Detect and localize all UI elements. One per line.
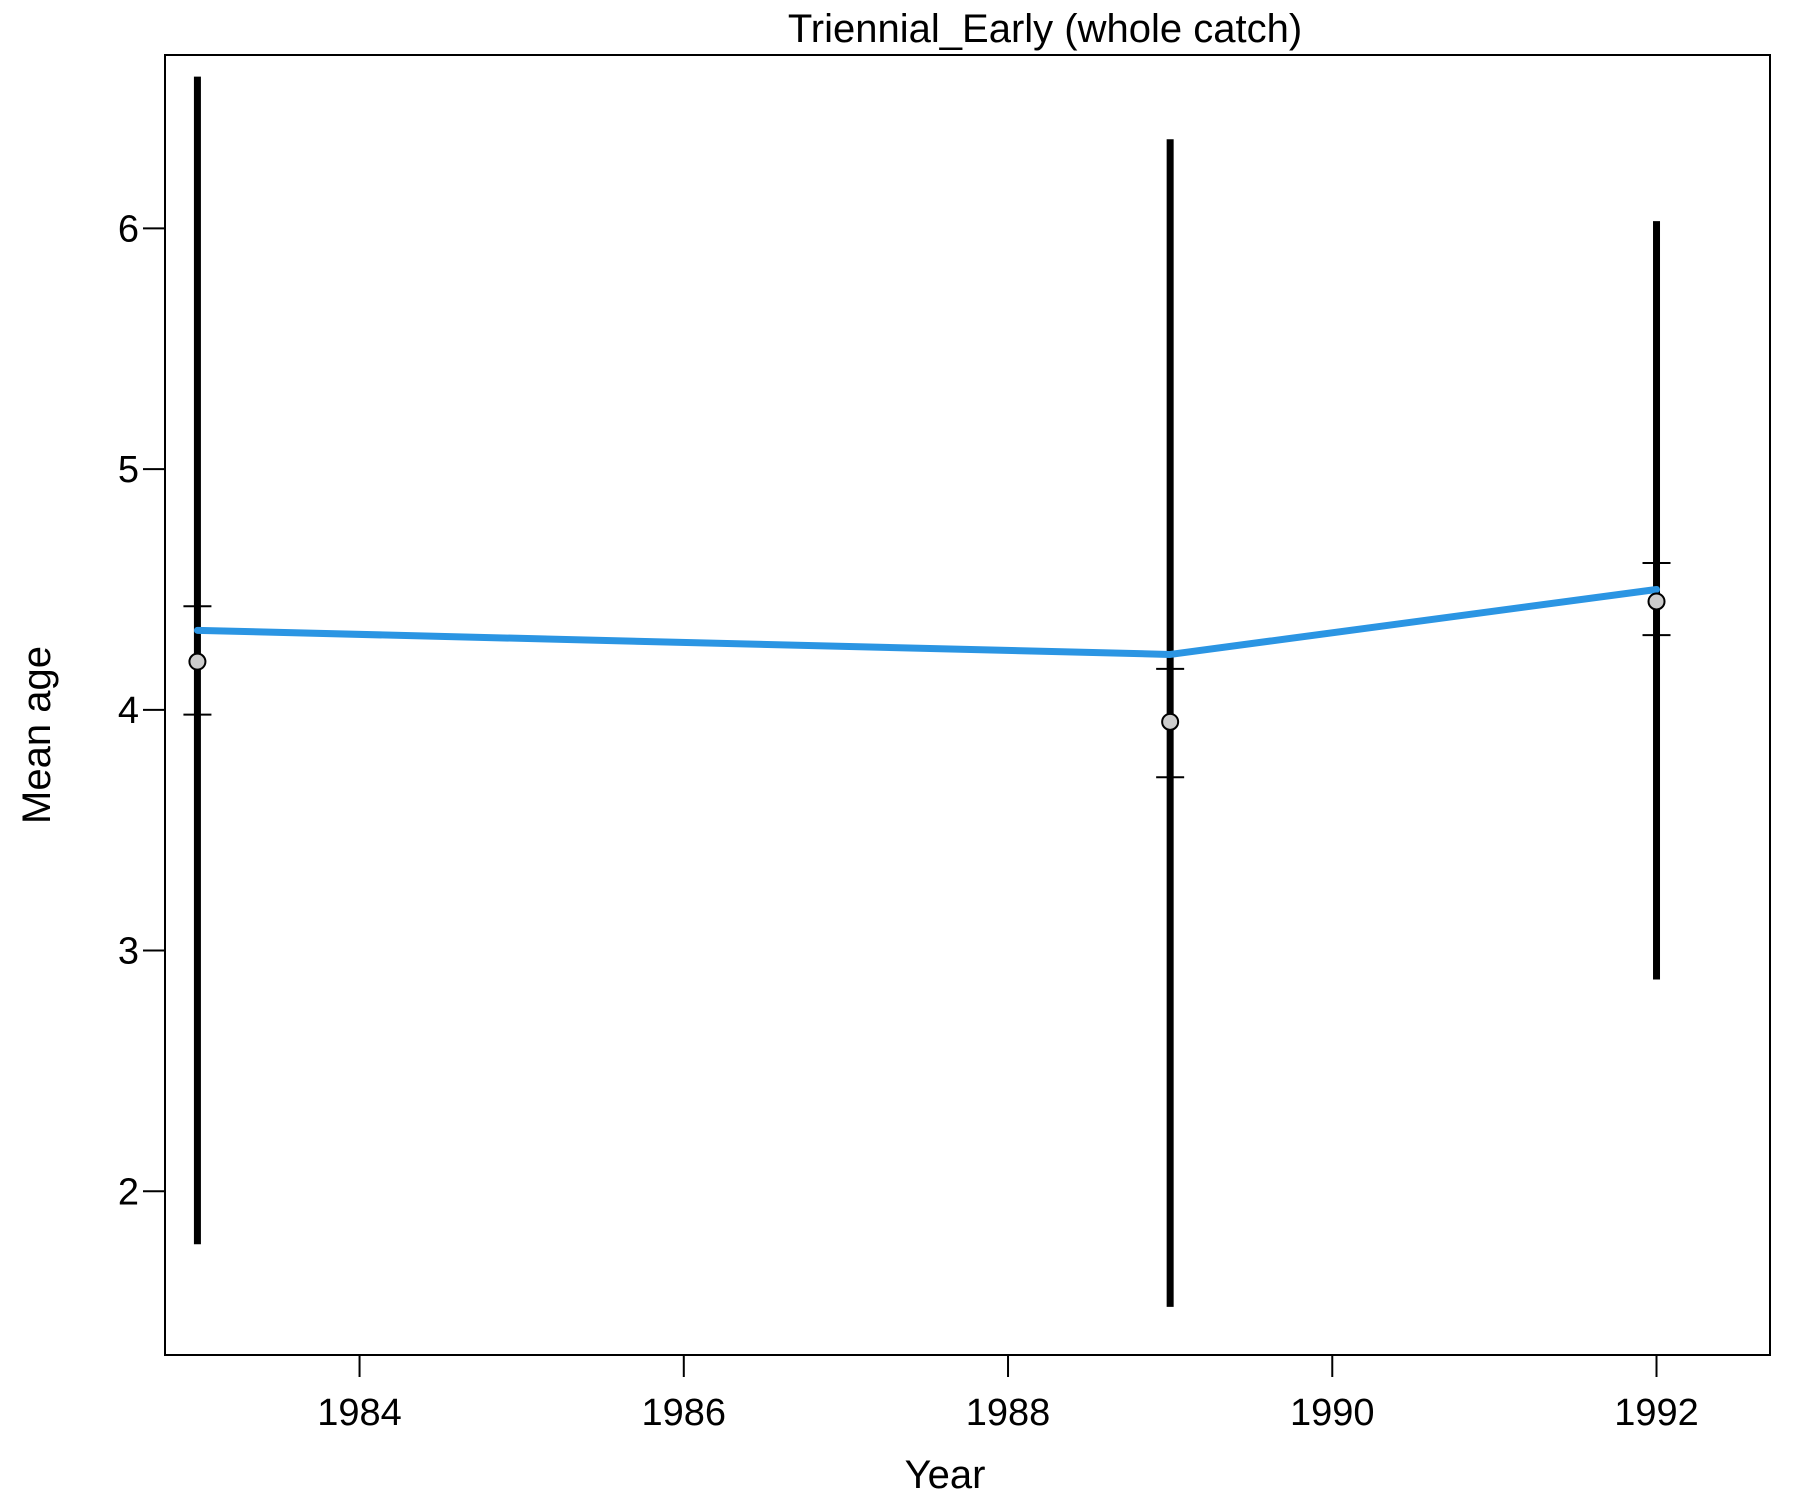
- y-tick-label: 3: [118, 931, 139, 973]
- observed-series: [188, 592, 1666, 731]
- x-tick-label: 1984: [317, 1392, 402, 1434]
- observed-point: [1647, 592, 1666, 611]
- observed-point: [188, 652, 207, 671]
- interval-bars: [183, 76, 1671, 1307]
- x-tick-label: 1988: [966, 1392, 1051, 1434]
- x-axis: 1984 1986 1988 1990 1992: [317, 1355, 1699, 1434]
- y-tick-label: 4: [118, 690, 139, 732]
- y-tick-label: 2: [118, 1171, 139, 1213]
- y-axis-label: Mean age: [15, 646, 59, 824]
- plot-frame: [164, 54, 1771, 1356]
- y-tick-label: 5: [118, 449, 139, 491]
- x-tick-label: 1986: [642, 1392, 727, 1434]
- chart-title: Triennial_Early (whole catch): [788, 7, 1302, 51]
- x-tick-label: 1990: [1290, 1392, 1375, 1434]
- y-axis: 2 3 4 5 6: [118, 208, 165, 1213]
- x-tick-label: 1992: [1614, 1392, 1699, 1434]
- expected-line: [193, 585, 1661, 658]
- expected-series: [193, 585, 1661, 658]
- x-axis-label: Year: [905, 1453, 986, 1497]
- observed-point: [1161, 712, 1180, 731]
- y-tick-label: 6: [118, 208, 139, 250]
